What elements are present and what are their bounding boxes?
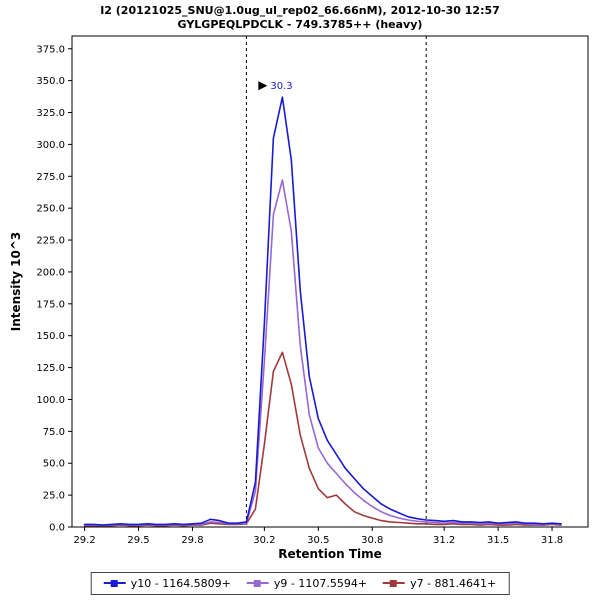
y-tick-label: 250.0 bbox=[36, 204, 65, 215]
peak-apex-label: 30.3 bbox=[270, 81, 292, 92]
y-tick-label: 225.0 bbox=[36, 236, 65, 247]
chart-subtitle: GYLGPEQLPDCLK - 749.3785++ (heavy) bbox=[177, 18, 423, 31]
y-tick-label: 50.0 bbox=[43, 459, 65, 470]
legend: y10 - 1164.5809+ y9 - 1107.5594+ y7 - 88… bbox=[90, 572, 510, 595]
y-tick-label: 125.0 bbox=[36, 363, 65, 374]
y-tick-label: 200.0 bbox=[36, 267, 65, 278]
x-axis-label: Retention Time bbox=[278, 547, 382, 561]
x-tick-label: 29.2 bbox=[73, 535, 95, 546]
legend-label-y9: y9 - 1107.5594+ bbox=[273, 577, 368, 590]
legend-swatch-y10 bbox=[103, 579, 126, 588]
y-axis-label: Intensity 10^3 bbox=[9, 232, 23, 332]
legend-swatch-y7 bbox=[383, 579, 406, 588]
x-tick-label: 31.5 bbox=[487, 535, 509, 546]
series-trace-y10 bbox=[83, 96, 562, 526]
x-tick-label: 30.2 bbox=[253, 535, 275, 546]
y-tick-label: 275.0 bbox=[36, 172, 65, 183]
x-tick-label: 31.2 bbox=[433, 535, 455, 546]
y-tick-label: 25.0 bbox=[43, 491, 65, 502]
y-tick-label: 325.0 bbox=[36, 108, 65, 119]
y-tick-label: 300.0 bbox=[36, 140, 65, 151]
legend-item-y7: y7 - 881.4641+ bbox=[383, 577, 496, 590]
chart-title: I2 (20121025_SNU@1.0ug_ul_rep02_66.66nM)… bbox=[100, 4, 500, 17]
series-trace-y9 bbox=[83, 179, 562, 527]
y-tick-label: 175.0 bbox=[36, 299, 65, 310]
legend-swatch-y9 bbox=[246, 579, 269, 588]
peak-apex-arrow-icon bbox=[258, 81, 268, 91]
x-tick-label: 30.8 bbox=[361, 535, 383, 546]
y-tick-label: 375.0 bbox=[36, 44, 65, 55]
y-tick-label: 150.0 bbox=[36, 331, 65, 342]
x-tick-label: 31.8 bbox=[541, 535, 563, 546]
y-tick-label: 0.0 bbox=[49, 523, 65, 534]
x-tick-label: 29.5 bbox=[127, 535, 149, 546]
x-tick-label: 30.5 bbox=[307, 535, 329, 546]
legend-item-y10: y10 - 1164.5809+ bbox=[103, 577, 231, 590]
x-tick-label: 29.8 bbox=[181, 535, 203, 546]
legend-label-y7: y7 - 881.4641+ bbox=[410, 577, 497, 590]
y-tick-label: 100.0 bbox=[36, 395, 65, 406]
plot-border bbox=[71, 35, 589, 528]
series-trace-y7 bbox=[83, 351, 562, 527]
y-tick-label: 75.0 bbox=[43, 427, 65, 438]
legend-item-y9: y9 - 1107.5594+ bbox=[246, 577, 368, 590]
legend-label-y10: y10 - 1164.5809+ bbox=[130, 577, 231, 590]
y-tick-label: 350.0 bbox=[36, 76, 65, 87]
